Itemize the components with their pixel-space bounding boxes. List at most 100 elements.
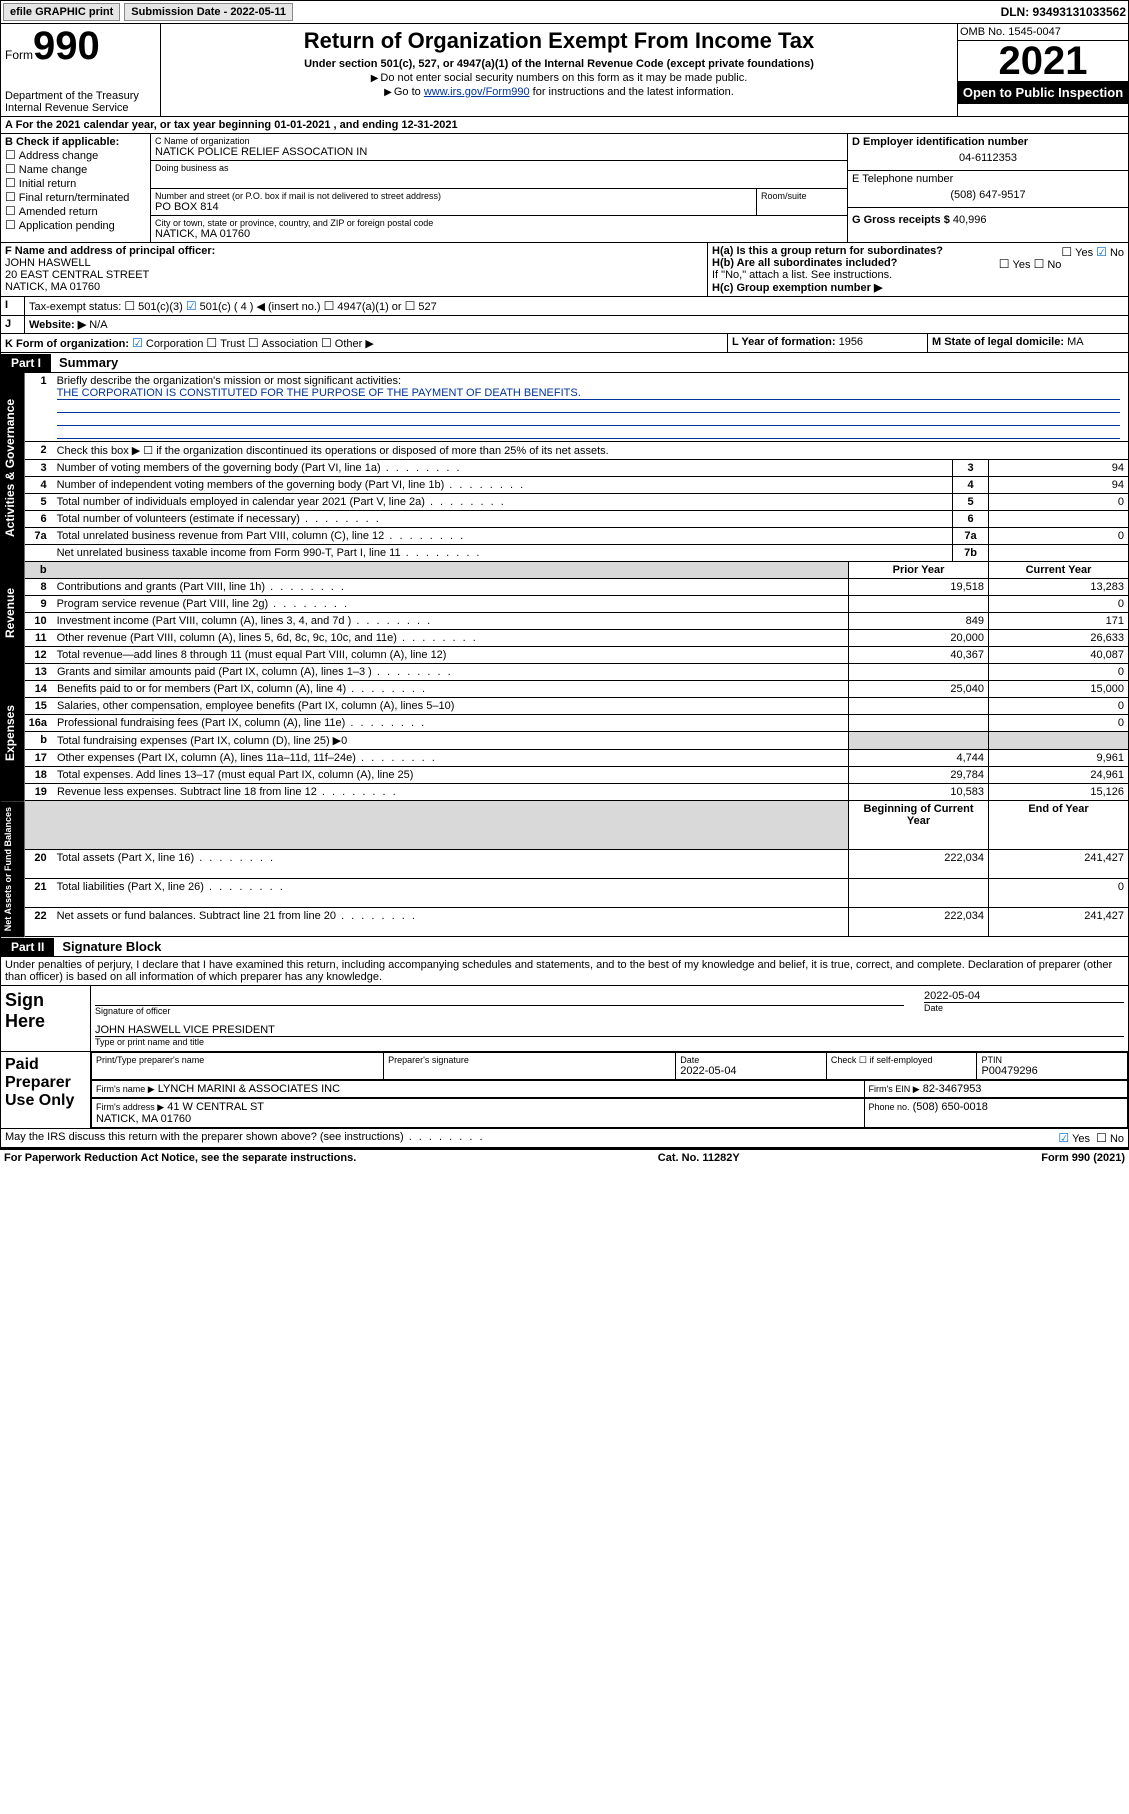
- chk-final-return[interactable]: Final return/terminated: [5, 190, 146, 204]
- gross-receipts-label: G Gross receipts $: [852, 214, 950, 226]
- part1-title: Summary: [51, 353, 126, 372]
- line12-current: 40,087: [989, 647, 1129, 664]
- line10-text: Investment income (Part VIII, column (A)…: [57, 615, 433, 627]
- part2-header: Part II Signature Block: [0, 937, 1129, 957]
- line13-text: Grants and similar amounts paid (Part IX…: [57, 666, 453, 678]
- line16b-text: Total fundraising expenses (Part IX, col…: [57, 735, 347, 747]
- line7b-text: Net unrelated business taxable income fr…: [57, 547, 482, 559]
- instructions-link[interactable]: www.irs.gov/Form990: [424, 86, 530, 98]
- officer-label: F Name and address of principal officer:: [5, 245, 215, 257]
- sign-here-block: Sign Here Signature of officer 2022-05-0…: [0, 986, 1129, 1052]
- line19-text: Revenue less expenses. Subtract line 18 …: [57, 786, 398, 798]
- firm-ein-label: Firm's EIN ▶: [869, 1084, 920, 1094]
- ha-no[interactable]: No: [1096, 247, 1124, 259]
- form-org-label: K Form of organization:: [5, 338, 129, 350]
- org-corporation[interactable]: Corporation: [132, 338, 203, 350]
- discuss-row: May the IRS discuss this return with the…: [0, 1129, 1129, 1148]
- status-4947[interactable]: 4947(a)(1) or: [324, 301, 402, 313]
- line6-value: [989, 511, 1129, 528]
- part2-tag: Part II: [1, 938, 54, 956]
- line22-current: 241,427: [989, 908, 1129, 937]
- line16a-prior: [849, 715, 989, 732]
- vtab-net-assets: Net Assets or Fund Balances: [1, 801, 25, 937]
- line21-prior: [849, 879, 989, 908]
- tax-year: 2021: [958, 41, 1128, 81]
- chk-application-pending[interactable]: Application pending: [5, 218, 146, 232]
- line17-current: 9,961: [989, 750, 1129, 767]
- line11-text: Other revenue (Part VIII, column (A), li…: [57, 632, 478, 644]
- line15-text: Salaries, other compensation, employee b…: [57, 700, 454, 712]
- open-to-public: Open to Public Inspection: [958, 81, 1128, 104]
- phone-value: (508) 647-9517: [852, 185, 1124, 205]
- org-association[interactable]: Association: [248, 338, 318, 350]
- form-header: Form990 Department of the Treasury Inter…: [0, 24, 1129, 117]
- firm-addr-label: Firm's address ▶: [96, 1102, 164, 1112]
- phone-label: E Telephone number: [852, 173, 1124, 185]
- discuss-no[interactable]: No: [1096, 1131, 1124, 1145]
- line9-text: Program service revenue (Part VIII, line…: [57, 598, 349, 610]
- line20-prior: 222,034: [849, 850, 989, 879]
- domicile-label: M State of legal domicile:: [932, 336, 1064, 348]
- formation-year-value: 1956: [839, 336, 863, 348]
- prep-ptin: P00479296: [981, 1065, 1123, 1077]
- irs-label: Internal Revenue Service: [5, 102, 156, 114]
- discuss-yes[interactable]: Yes: [1058, 1131, 1090, 1145]
- chk-amended-return[interactable]: Amended return: [5, 204, 146, 218]
- line9-prior: [849, 596, 989, 613]
- line12-prior: 40,367: [849, 647, 989, 664]
- ssn-warning: Do not enter social security numbers on …: [165, 72, 953, 84]
- hb-label: H(b) Are all subordinates included?: [712, 257, 897, 269]
- line7b-value: [989, 545, 1129, 562]
- firm-phone: (508) 650-0018: [913, 1101, 988, 1113]
- line10-current: 171: [989, 613, 1129, 630]
- officer-name: JOHN HASWELL: [5, 257, 91, 269]
- chk-name-change[interactable]: Name change: [5, 162, 146, 176]
- line17-prior: 4,744: [849, 750, 989, 767]
- officer-street: 20 EAST CENTRAL STREET: [5, 269, 149, 281]
- line15-current: 0: [989, 698, 1129, 715]
- officer-sig-label: Signature of officer: [95, 1006, 904, 1016]
- form-number: 990: [33, 24, 100, 68]
- ha-yes[interactable]: Yes: [1061, 247, 1093, 259]
- goto-suffix: for instructions and the latest informat…: [530, 86, 734, 98]
- line6-text: Total number of volunteers (estimate if …: [57, 513, 381, 525]
- org-other[interactable]: Other ▶: [321, 338, 374, 350]
- status-527[interactable]: 527: [405, 301, 437, 313]
- line21-current: 0: [989, 879, 1129, 908]
- perjury-statement: Under penalties of perjury, I declare th…: [0, 957, 1129, 986]
- formation-year-label: L Year of formation:: [732, 336, 836, 348]
- part2-title: Signature Block: [54, 937, 169, 956]
- street-value: PO BOX 814: [155, 201, 752, 213]
- goto-prefix: Go to: [384, 86, 424, 98]
- website-value: N/A: [89, 319, 107, 331]
- line15-prior: [849, 698, 989, 715]
- hb-yes[interactable]: Yes: [999, 259, 1031, 271]
- line4-value: 94: [989, 477, 1129, 494]
- line2-text: Check this box ▶ ☐ if the organization d…: [53, 442, 1129, 460]
- efile-print-button[interactable]: efile GRAPHIC print: [3, 3, 120, 21]
- vtab-activities: Activities & Governance: [1, 373, 25, 562]
- org-trust[interactable]: Trust: [206, 338, 244, 350]
- line16a-text: Professional fundraising fees (Part IX, …: [57, 717, 426, 729]
- status-501c[interactable]: 501(c) ( 4 ) ◀ (insert no.): [186, 301, 321, 313]
- line8-prior: 19,518: [849, 579, 989, 596]
- status-501c3[interactable]: 501(c)(3): [124, 301, 182, 313]
- dept-label: Department of the Treasury: [5, 90, 156, 102]
- typed-name-label: Type or print name and title: [95, 1036, 1124, 1047]
- hb-note: If "No," attach a list. See instructions…: [712, 269, 1124, 281]
- chk-initial-return[interactable]: Initial return: [5, 176, 146, 190]
- line13-prior: [849, 664, 989, 681]
- hb-no[interactable]: No: [1034, 259, 1062, 271]
- submission-date-button[interactable]: Submission Date - 2022-05-11: [124, 3, 293, 21]
- line20-current: 241,427: [989, 850, 1129, 879]
- line7a-value: 0: [989, 528, 1129, 545]
- line13-current: 0: [989, 664, 1129, 681]
- sign-date-label: Date: [924, 1002, 1124, 1013]
- line9-current: 0: [989, 596, 1129, 613]
- prep-selfemp-label: Check ☐ if self-employed: [831, 1055, 973, 1066]
- line5-value: 0: [989, 494, 1129, 511]
- form-word: Form: [5, 48, 33, 62]
- line1-mission: THE CORPORATION IS CONSTITUTED FOR THE P…: [57, 387, 1120, 400]
- chk-address-change[interactable]: Address change: [5, 148, 146, 162]
- line5-text: Total number of individuals employed in …: [57, 496, 506, 508]
